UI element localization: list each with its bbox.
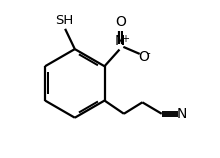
Text: -: - [146,49,150,59]
Text: N: N [114,34,125,48]
Text: SH: SH [55,14,73,27]
Text: O: O [115,15,126,29]
Text: N: N [176,107,187,121]
Text: +: + [121,34,129,44]
Text: O: O [138,50,149,64]
